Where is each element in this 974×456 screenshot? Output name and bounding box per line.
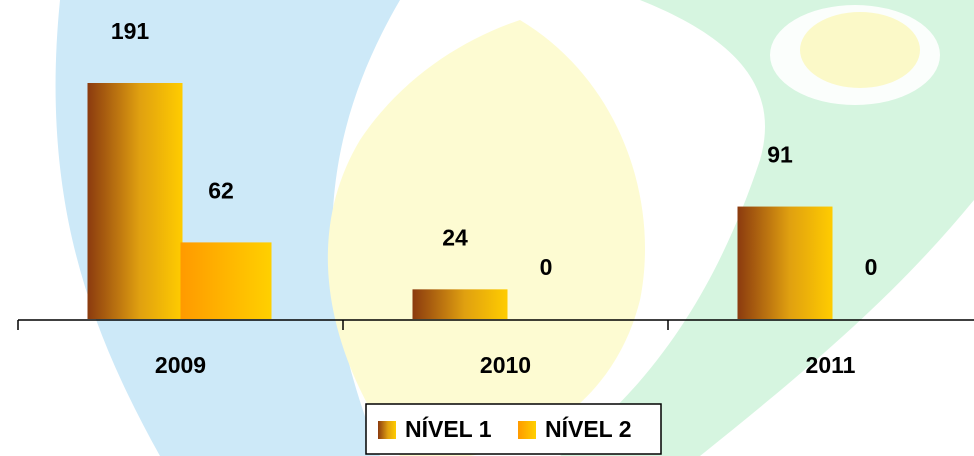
data-label: 0 — [540, 254, 553, 280]
legend-label: NÍVEL 1 — [405, 415, 492, 442]
background-decoration — [56, 0, 974, 456]
bar — [738, 207, 833, 319]
data-label: 91 — [767, 142, 793, 168]
legend-swatch — [518, 421, 536, 439]
data-label: 62 — [208, 177, 234, 203]
bar — [181, 242, 272, 319]
chart: 191 62 24 0 91 0 2009 2010 2011 NÍVEL 1 NÍVEL 2 — [0, 0, 974, 456]
legend-swatch — [378, 421, 396, 439]
x-tick-label: 2010 — [480, 352, 531, 378]
data-label: 0 — [865, 254, 878, 280]
x-tick-label: 2009 — [155, 352, 206, 378]
data-label: 24 — [442, 224, 468, 250]
bar — [88, 83, 183, 319]
x-tick-label: 2011 — [806, 352, 856, 378]
bar — [413, 289, 508, 319]
legend-label: NÍVEL 2 — [545, 415, 632, 442]
data-label: 191 — [111, 18, 150, 44]
